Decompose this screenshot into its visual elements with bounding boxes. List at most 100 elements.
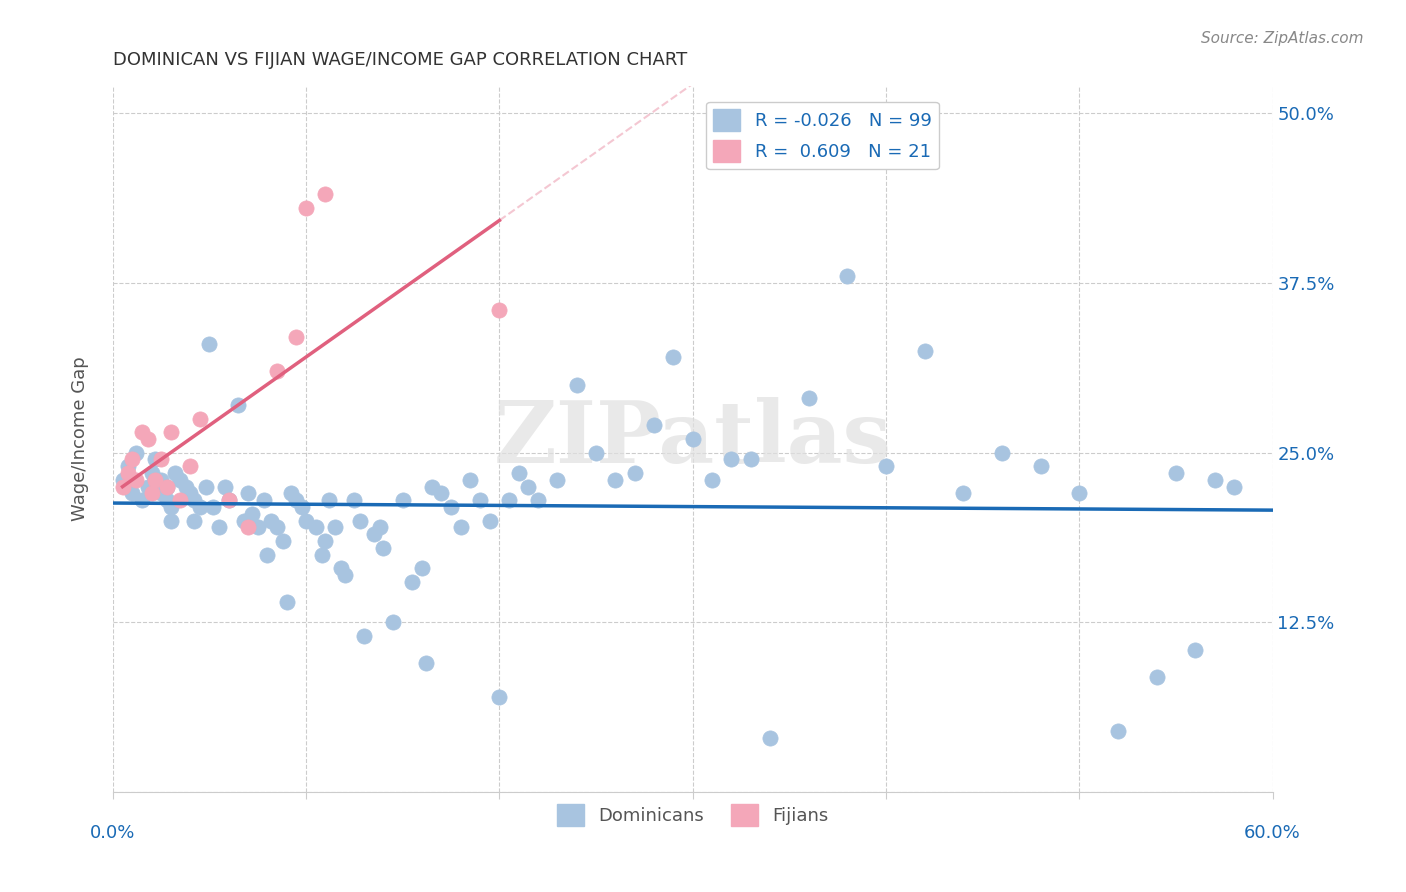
Point	[117, 466, 139, 480]
Point	[311, 548, 333, 562]
Point	[188, 411, 211, 425]
Point	[285, 330, 308, 344]
Point	[218, 493, 240, 508]
Point	[260, 514, 283, 528]
Text: 60.0%: 60.0%	[1244, 824, 1301, 842]
Point	[305, 520, 328, 534]
Point	[150, 486, 173, 500]
Point	[508, 466, 530, 480]
Point	[401, 574, 423, 589]
Point	[1164, 466, 1187, 480]
Point	[314, 187, 336, 202]
Point	[415, 657, 437, 671]
Point	[156, 479, 179, 493]
Point	[329, 561, 352, 575]
Point	[353, 629, 375, 643]
Point	[952, 486, 974, 500]
Point	[565, 377, 588, 392]
Point	[136, 479, 159, 493]
Point	[382, 615, 405, 630]
Point	[256, 548, 278, 562]
Point	[488, 690, 510, 705]
Point	[188, 500, 211, 514]
Point	[183, 514, 205, 528]
Point	[121, 452, 143, 467]
Point	[914, 343, 936, 358]
Point	[1107, 724, 1129, 739]
Point	[460, 473, 482, 487]
Point	[246, 520, 269, 534]
Point	[740, 452, 762, 467]
Point	[198, 336, 221, 351]
Point	[498, 493, 520, 508]
Point	[1146, 670, 1168, 684]
Point	[266, 364, 288, 378]
Point	[145, 473, 167, 487]
Point	[1184, 642, 1206, 657]
Point	[991, 445, 1014, 459]
Point	[623, 466, 645, 480]
Point	[837, 268, 859, 283]
Point	[295, 514, 318, 528]
Legend: Dominicans, Fijians: Dominicans, Fijians	[550, 797, 837, 833]
Y-axis label: Wage/Income Gap: Wage/Income Gap	[72, 357, 89, 521]
Point	[150, 473, 173, 487]
Point	[141, 486, 163, 500]
Point	[488, 302, 510, 317]
Point	[643, 418, 665, 433]
Point	[156, 479, 179, 493]
Point	[1069, 486, 1091, 500]
Point	[276, 595, 298, 609]
Point	[318, 493, 340, 508]
Point	[252, 493, 274, 508]
Point	[527, 493, 550, 508]
Point	[117, 459, 139, 474]
Point	[125, 445, 148, 459]
Point	[271, 533, 294, 548]
Point	[420, 479, 443, 493]
Point	[440, 500, 463, 514]
Point	[236, 520, 259, 534]
Point	[411, 561, 433, 575]
Point	[323, 520, 346, 534]
Point	[160, 500, 183, 514]
Point	[136, 432, 159, 446]
Point	[343, 493, 366, 508]
Point	[285, 493, 308, 508]
Point	[179, 486, 201, 500]
Point	[759, 731, 782, 745]
Point	[214, 479, 236, 493]
Point	[111, 479, 134, 493]
Point	[169, 493, 191, 508]
Point	[1223, 479, 1246, 493]
Text: ZIPatlas: ZIPatlas	[494, 397, 891, 481]
Point	[368, 520, 391, 534]
Point	[875, 459, 897, 474]
Point	[160, 514, 183, 528]
Point	[183, 493, 205, 508]
Point	[163, 466, 186, 480]
Point	[145, 452, 167, 467]
Point	[218, 493, 240, 508]
Point	[291, 500, 314, 514]
Point	[169, 473, 191, 487]
Point	[236, 486, 259, 500]
Point	[208, 520, 231, 534]
Point	[156, 493, 179, 508]
Point	[125, 473, 148, 487]
Point	[145, 473, 167, 487]
Point	[468, 493, 491, 508]
Point	[150, 452, 173, 467]
Point	[131, 493, 153, 508]
Point	[349, 514, 371, 528]
Point	[700, 473, 723, 487]
Point	[391, 493, 413, 508]
Point	[228, 398, 250, 412]
Point	[314, 533, 336, 548]
Point	[266, 520, 288, 534]
Point	[373, 541, 395, 555]
Point	[295, 201, 318, 215]
Point	[176, 479, 198, 493]
Point	[517, 479, 540, 493]
Point	[121, 486, 143, 500]
